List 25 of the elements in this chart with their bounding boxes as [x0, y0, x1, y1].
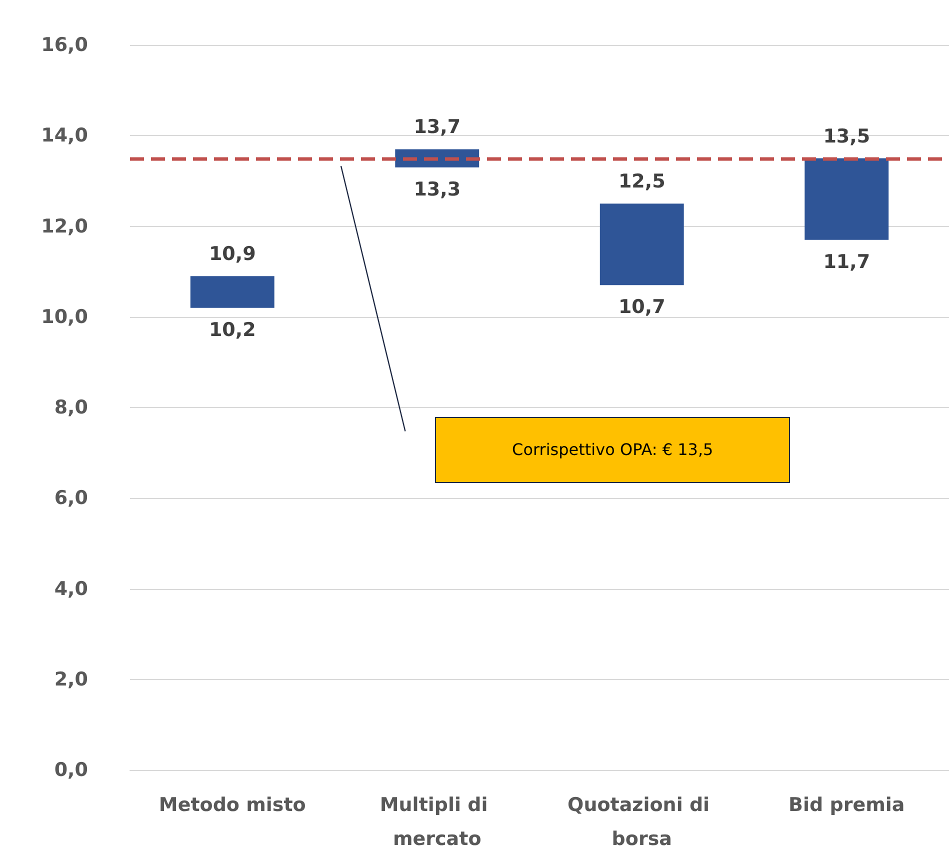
bar [190, 276, 274, 308]
annotation: 10,9 [208, 243, 256, 266]
annotation: 13,5 [823, 125, 870, 148]
y-tick-label: 6,0 [54, 487, 88, 510]
y-tick-label: 14,0 [41, 124, 88, 147]
x-tick-label: Multipli di mercato [380, 794, 494, 850]
bar [600, 204, 684, 286]
y-tick-label: 2,0 [54, 668, 88, 690]
callout-box: Corrispettivo OPA: € 13,5 [435, 416, 790, 483]
y-tick-label: 12,0 [41, 215, 88, 238]
x-tick-label: Bid premia [788, 794, 905, 816]
annotation: 10,2 [208, 318, 256, 341]
y-tick-label: 8,0 [54, 396, 88, 418]
y-tick-label: 10,0 [41, 306, 88, 328]
bar [804, 158, 889, 240]
annotation: 11,7 [823, 250, 870, 273]
annotation: 10,7 [618, 296, 666, 318]
annotation: 13,3 [414, 178, 461, 200]
annotation: 12,5 [618, 170, 666, 193]
y-tick-label: 0,0 [54, 759, 88, 781]
x-tick-label: Quotazioni di borsa [568, 794, 716, 850]
y-tick-label: 4,0 [54, 578, 88, 600]
y-tick-label: 16,0 [41, 34, 88, 56]
annotation: 13,7 [414, 116, 461, 138]
x-tick-label: Metodo misto [158, 794, 306, 816]
